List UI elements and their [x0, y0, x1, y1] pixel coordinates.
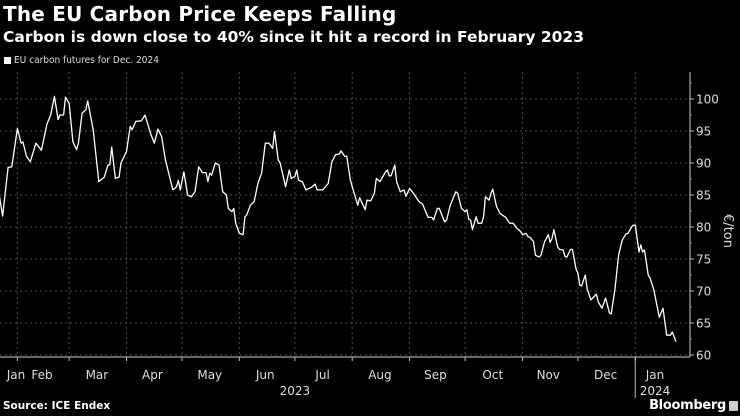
x-tick-label: Aug — [368, 368, 391, 382]
y-tick-label: 85 — [696, 189, 711, 203]
bloomberg-logo: Bloomberg — [649, 398, 726, 413]
x-tick-label: Jun — [255, 368, 275, 382]
x-tick-label: Jul — [314, 368, 329, 382]
x-year-label: 2024 — [640, 384, 671, 398]
x-tick-label: Feb — [31, 368, 52, 382]
legend-swatch — [4, 57, 11, 64]
axes — [0, 72, 691, 358]
x-tick-label: Apr — [142, 368, 163, 382]
x-tick-label: Mar — [86, 368, 109, 382]
y-tick-label: 90 — [696, 157, 711, 171]
x-tick-label: Jan — [6, 368, 26, 382]
source-note: Source: ICE Endex — [3, 400, 111, 412]
y-tick-label: 65 — [696, 317, 711, 331]
x-tick-label: Jan — [645, 368, 665, 382]
x-year-label: 2023 — [280, 384, 311, 398]
chart-title: The EU Carbon Price Keeps Falling — [3, 2, 397, 26]
y-tick-label: 100 — [696, 93, 719, 107]
legend: EU carbon futures for Dec. 2024 — [4, 55, 159, 66]
x-tick-label: Sep — [424, 368, 447, 382]
x-tick-label: Oct — [482, 368, 503, 382]
y-tick-label: 70 — [696, 285, 711, 299]
legend-label: EU carbon futures for Dec. 2024 — [14, 55, 159, 66]
y-axis-label: €/ton — [720, 214, 735, 248]
y-tick-label: 80 — [696, 221, 711, 235]
x-tick-label: Dec — [594, 368, 617, 382]
x-axis-ticks: Jan Feb Mar Apr May Jun Jul Aug Sep Oct Nov Dec Jan 2… — [6, 357, 671, 398]
y-axis-ticks: 60 65 70 75 80 85 90 95 100 — [690, 82, 719, 363]
series-line-eu-carbon-futures — [0, 95, 677, 342]
x-tick-label: Nov — [537, 368, 560, 382]
y-tick-label: 95 — [696, 125, 711, 139]
x-tick-label: May — [197, 368, 222, 382]
bloomberg-terminal-icon — [729, 401, 738, 411]
chart-subtitle: Carbon is down close to 40% since it hit… — [3, 28, 584, 46]
y-tick-label: 60 — [696, 349, 711, 363]
y-tick-label: 75 — [696, 253, 711, 267]
gridlines — [0, 72, 690, 357]
